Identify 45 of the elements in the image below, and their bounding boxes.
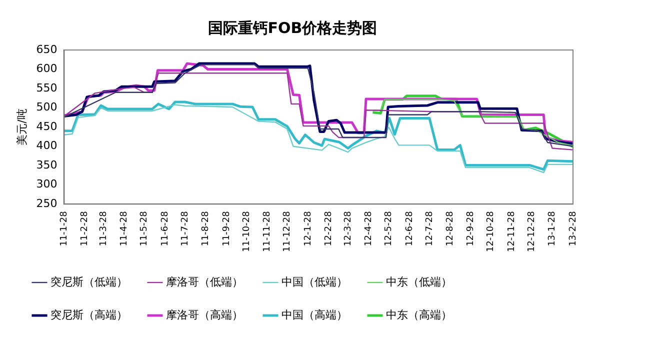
- x-tick-label: 11-8-28: [201, 210, 212, 246]
- x-tick-label: 11-1-28: [60, 210, 70, 246]
- legend-label: 突尼斯（高端）: [50, 308, 128, 322]
- x-tick-label: 12-1-28: [303, 210, 314, 246]
- x-tick-label: 11-3-28: [98, 210, 109, 246]
- x-tick-label: 13-1-28: [548, 210, 558, 246]
- legend-label: 中国（高端）: [282, 308, 348, 322]
- x-tick-label: 12-9-28: [466, 210, 476, 246]
- x-tick-label: 12-10-28: [486, 210, 496, 252]
- x-tick-label: 11-4-28: [120, 210, 130, 246]
- legend-label: 摩洛哥（低端）: [166, 275, 243, 288]
- y-tick-label: 250: [36, 197, 58, 210]
- x-tick-label: 12-4-28: [364, 210, 374, 246]
- x-tick-label: 11-5-28: [140, 210, 150, 246]
- x-tick-label: 13-2-28: [568, 210, 578, 246]
- y-tick-label: 650: [36, 42, 58, 56]
- x-tick-label: 12-11-28: [506, 210, 517, 252]
- legend-label: 中东（低端）: [386, 275, 452, 288]
- x-tick-label: 12-2-28: [324, 210, 334, 246]
- x-tick-label: 12-7-28: [424, 210, 435, 246]
- y-axis-title: 美元/吨: [15, 108, 28, 146]
- x-tick-label: 12-12-28: [526, 210, 537, 252]
- chart-title: 国际重钙FOB价格走势图: [208, 18, 378, 37]
- y-tick-label: 450: [36, 120, 58, 133]
- y-tick-label: 500: [36, 100, 58, 114]
- x-tick-label: 11-2-28: [80, 210, 90, 246]
- x-tick-label: 11-7-28: [180, 210, 190, 246]
- legend-label: 突尼斯（低端）: [50, 275, 128, 288]
- y-tick-label: 300: [36, 178, 58, 191]
- x-tick-label: 11-10-28: [242, 210, 252, 252]
- x-tick-label: 12-8-28: [445, 210, 456, 246]
- x-tick-label: 11-6-28: [160, 210, 170, 246]
- y-tick-label: 600: [36, 62, 58, 76]
- legend-label: 中东（高端）: [386, 308, 452, 322]
- legend-label: 中国（低端）: [282, 275, 348, 288]
- x-tick-label: 11-9-28: [222, 210, 232, 246]
- x-tick-label: 11-11-28: [262, 210, 273, 252]
- y-tick-label: 350: [36, 158, 58, 172]
- x-tick-label: 12-6-28: [404, 210, 415, 246]
- x-tick-label: 12-5-28: [384, 210, 394, 246]
- x-tick-label: 12-3-28: [343, 210, 354, 246]
- legend-label: 摩洛哥（高端）: [166, 308, 243, 322]
- x-tick-label: 11-12-28: [282, 210, 293, 252]
- y-tick-label: 400: [36, 139, 58, 152]
- y-tick-label: 550: [36, 81, 58, 94]
